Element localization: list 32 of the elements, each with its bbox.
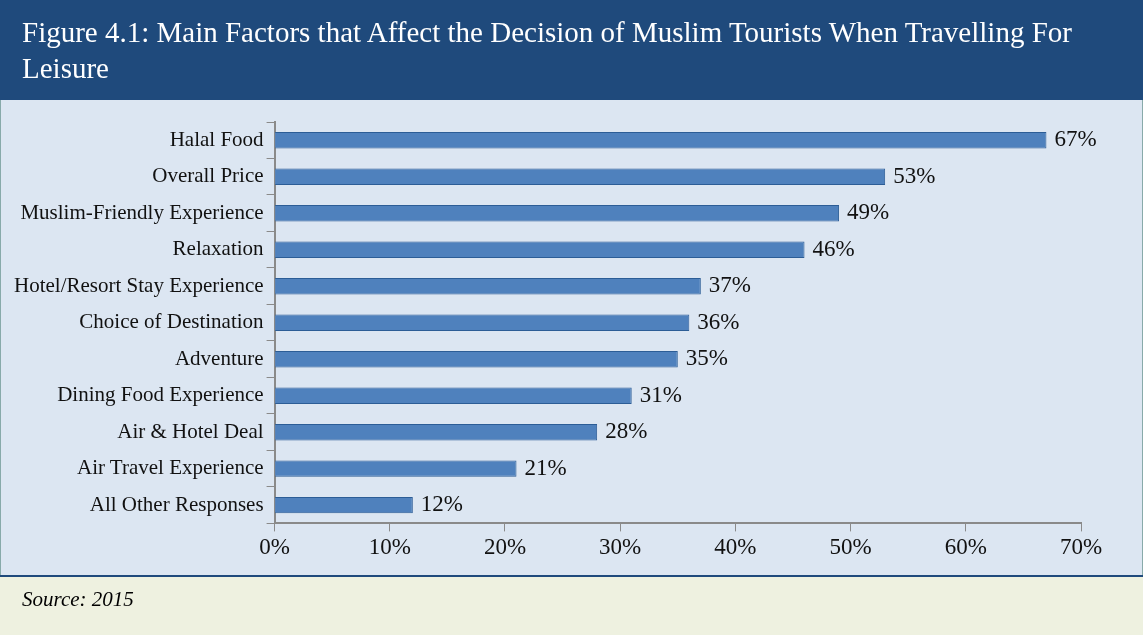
y-tick-label: Adventure bbox=[174, 345, 264, 370]
y-tick-label: Hotel/Resort Stay Experience bbox=[14, 272, 264, 297]
x-tick-label: 10% bbox=[368, 534, 411, 560]
data-label: 21% bbox=[524, 454, 567, 480]
data-label: 31% bbox=[639, 381, 682, 407]
data-label: 49% bbox=[847, 199, 890, 225]
y-tick-label: Overall Price bbox=[152, 163, 264, 188]
data-label: 36% bbox=[697, 308, 740, 334]
y-tick-label: Muslim-Friendly Experience bbox=[20, 199, 264, 224]
x-tick-label: 50% bbox=[829, 534, 872, 560]
data-label: 67% bbox=[1054, 126, 1097, 152]
y-tick-label: Air Travel Experience bbox=[76, 455, 264, 480]
data-label: 53% bbox=[893, 162, 936, 188]
source-note: Source: 2015 bbox=[22, 587, 135, 612]
y-tick-label: Dining Food Experience bbox=[57, 382, 264, 407]
y-tick-label: Halal Food bbox=[169, 126, 265, 151]
y-tick-label: Relaxation bbox=[172, 236, 265, 261]
y-tick-label: All Other Responses bbox=[89, 491, 264, 516]
x-tick-label: 40% bbox=[714, 534, 757, 560]
y-tick-label: Choice of Destination bbox=[79, 309, 265, 334]
y-tick-label: Air & Hotel Deal bbox=[117, 418, 264, 443]
x-tick-label: 70% bbox=[1059, 534, 1103, 560]
chart-title: Figure 4.1: Main Factors that Affect the Decision of Muslim Tourists When Travelling For Leisure bbox=[0, 0, 1143, 100]
x-tick-label: 60% bbox=[944, 534, 987, 560]
data-label: 46% bbox=[812, 235, 855, 261]
data-label: 12% bbox=[420, 491, 463, 517]
data-label: 28% bbox=[605, 418, 648, 444]
x-tick-label: 30% bbox=[599, 534, 642, 560]
x-tick-label: 20% bbox=[483, 534, 527, 560]
x-tick-label: 0% bbox=[259, 534, 290, 560]
data-label: 35% bbox=[685, 345, 728, 371]
data-label: 37% bbox=[708, 272, 752, 298]
